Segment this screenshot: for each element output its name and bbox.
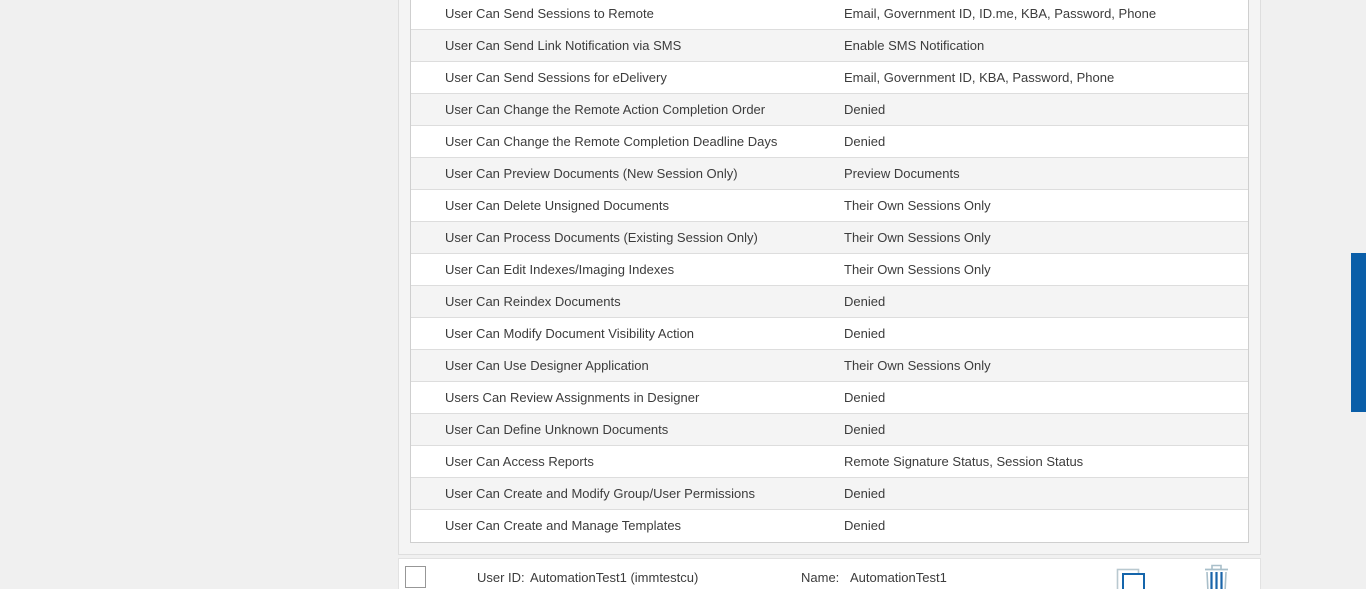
permission-row[interactable]: User Can Modify Document Visibility Acti… — [411, 318, 1248, 350]
permission-value: Preview Documents — [844, 166, 960, 181]
user-id-label: User ID: — [477, 570, 525, 585]
permission-value: Their Own Sessions Only — [844, 198, 991, 213]
permission-value: Denied — [844, 518, 886, 533]
permission-row[interactable]: User Can Create and Modify Group/User Pe… — [411, 478, 1248, 510]
permission-label: User Can Process Documents (Existing Ses… — [445, 230, 758, 245]
permission-row[interactable]: User Can Process Documents (Existing Ses… — [411, 222, 1248, 254]
copy-user-button[interactable] — [1113, 565, 1149, 589]
delete-user-button[interactable] — [1199, 562, 1235, 589]
permission-row[interactable]: User Can Edit Indexes/Imaging Indexes The… — [411, 254, 1248, 286]
permission-row[interactable]: User Can Send Sessions to Remote Email, G… — [411, 0, 1248, 30]
permission-value: Denied — [844, 294, 886, 309]
permission-label: User Can Edit Indexes/Imaging Indexes — [445, 262, 675, 277]
user-row[interactable]: User ID: AutomationTest1 (immtestcu) Nam… — [398, 558, 1261, 589]
permission-value: Email, Government ID, ID.me, KBA, Passwo… — [844, 6, 1157, 21]
permission-label: User Can Create and Modify Group/User Pe… — [445, 486, 755, 501]
permission-value: Denied — [844, 486, 886, 501]
select-user-checkbox[interactable] — [405, 566, 426, 588]
permission-row[interactable]: User Can Define Unknown Documents Denied — [411, 414, 1248, 446]
permission-value: Enable SMS Notification — [844, 38, 985, 53]
permission-row[interactable]: User Can Use Designer Application Their O… — [411, 350, 1248, 382]
permission-row[interactable]: User Can Send Sessions for eDelivery Emai… — [411, 62, 1248, 94]
permission-value: Denied — [844, 422, 886, 437]
user-id-value: AutomationTest1 (immtestcu) — [530, 570, 699, 585]
permission-label: User Can Access Reports — [445, 454, 594, 469]
name-value: AutomationTest1 — [850, 570, 947, 585]
permissions-panel: User Can Send Sessions to Remote Email, G… — [398, 0, 1261, 555]
permission-label: User Can Change the Remote Completion De… — [445, 134, 778, 149]
permission-row[interactable]: User Can Change the Remote Completion De… — [411, 126, 1248, 158]
permission-value: Their Own Sessions Only — [844, 230, 991, 245]
scrollbar-thumb[interactable] — [1351, 253, 1366, 412]
permission-value: Email, Government ID, KBA, Password, Pho… — [844, 70, 1115, 85]
permission-label: User Can Send Link Notification via SMS — [445, 38, 682, 53]
permission-value: Denied — [844, 390, 886, 405]
permission-row[interactable]: User Can Send Link Notification via SMS E… — [411, 30, 1248, 62]
name-label: Name: — [801, 570, 840, 585]
permission-label: User Can Send Sessions to Remote — [445, 6, 654, 21]
permission-label: User Can Preview Documents (New Session … — [445, 166, 738, 181]
permission-label: User Can Delete Unsigned Documents — [445, 198, 669, 213]
permission-value: Their Own Sessions Only — [844, 262, 991, 277]
permission-value: Denied — [844, 134, 886, 149]
permissions-table: User Can Send Sessions to Remote Email, G… — [410, 0, 1249, 543]
permission-row[interactable]: Users Can Review Assignments in Designer… — [411, 382, 1248, 414]
permission-label: User Can Reindex Documents — [445, 294, 621, 309]
permission-row[interactable]: User Can Preview Documents (New Session … — [411, 158, 1248, 190]
permission-label: User Can Send Sessions for eDelivery — [445, 70, 667, 85]
permission-label: User Can Define Unknown Documents — [445, 422, 669, 437]
permission-row[interactable]: User Can Delete Unsigned Documents Their … — [411, 190, 1248, 222]
permission-label: Users Can Review Assignments in Designer — [445, 390, 700, 405]
permission-row[interactable]: User Can Access Reports Remote Signature … — [411, 446, 1248, 478]
permission-row[interactable]: User Can Reindex Documents Denied — [411, 286, 1248, 318]
permission-value: Denied — [844, 326, 886, 341]
permission-label: User Can Create and Manage Templates — [445, 518, 682, 533]
permission-row[interactable]: User Can Change the Remote Action Comple… — [411, 94, 1248, 126]
permission-value: Denied — [844, 102, 886, 117]
permission-label: User Can Modify Document Visibility Acti… — [445, 326, 695, 341]
permission-value: Remote Signature Status, Session Status — [844, 454, 1084, 469]
permission-label: User Can Use Designer Application — [445, 358, 649, 373]
permission-row[interactable]: User Can Create and Manage Templates Deni… — [411, 510, 1248, 542]
permission-value: Their Own Sessions Only — [844, 358, 991, 373]
permission-label: User Can Change the Remote Action Comple… — [445, 102, 766, 117]
